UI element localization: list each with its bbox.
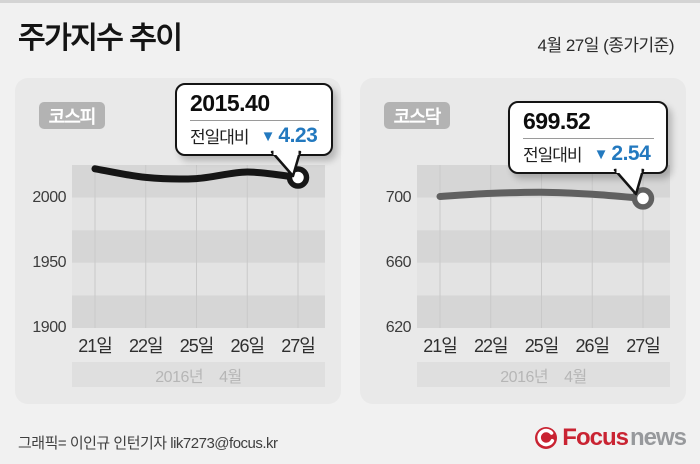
kospi-badge: 코스피 (39, 102, 105, 129)
trend-line (436, 188, 647, 202)
x-tick-label: 27일 (281, 336, 316, 356)
y-tick-label: 1900 (32, 319, 66, 336)
x-tick-label: 25일 (179, 336, 215, 356)
month-label: 4월 (564, 368, 587, 386)
grid-band (72, 230, 325, 263)
callout-divider (190, 120, 319, 121)
focus-swirl-icon (535, 427, 558, 449)
kosdaq-change-value: 2.54 (611, 141, 651, 165)
year-label: 2016년 (500, 368, 549, 386)
year-label: 2016년 (155, 368, 204, 386)
callout-tail (613, 168, 645, 196)
focusnews-logo: Focus news (534, 424, 687, 452)
y-tick-label: 620 (385, 319, 412, 336)
y-tick-label: 660 (385, 253, 412, 271)
page-title: 주가지수 추이 (18, 22, 183, 55)
grid-band (72, 197, 325, 231)
kospi-change-value: 4.23 (278, 123, 318, 147)
callout-tail (270, 150, 302, 178)
kospi-callout: 2015.40 전일대비 ▼ 4.23 (175, 83, 333, 178)
x-tick-label: 26일 (230, 336, 265, 356)
change-label: 전일대비 (190, 128, 250, 147)
grid-band (417, 295, 670, 328)
kosdaq-month-band: 2016년 4월 (417, 362, 670, 387)
grid-band (417, 230, 670, 263)
logo-brand-text: Focus (562, 424, 629, 451)
kosdaq-panel: 코스닥 2016년 4월 699.52 전일대비 ▼ 2.54 700 660 62… (360, 78, 686, 404)
kospi-panel: 코스피 2016년 4월 2015.40 전일대비 ▼ 4.23 2000 195… (15, 78, 341, 404)
x-tick-label: 27일 (626, 336, 661, 356)
kospi-close-value: 2015.40 (190, 90, 270, 116)
x-tick-label: 22일 (128, 336, 164, 356)
change-label: 전일대비 (523, 146, 583, 165)
grid-band (72, 262, 325, 296)
kospi-month-band: 2016년 4월 (72, 362, 325, 387)
x-tick-label: 21일 (423, 336, 458, 356)
x-tick-label: 22일 (473, 336, 509, 356)
grid-band (417, 197, 670, 231)
logo-suffix-text: news (629, 424, 687, 451)
y-tick-label: 700 (385, 188, 412, 206)
kosdaq-callout: 699.52 전일대비 ▼ 2.54 (508, 101, 668, 196)
y-tick-label: 1950 (32, 253, 66, 271)
grid-band (417, 262, 670, 296)
x-tick-label: 25일 (524, 336, 560, 356)
credit-text: 그래픽= 이인규 인턴기자 lik7273@focus.kr (18, 435, 278, 452)
kospi-chart (72, 165, 325, 328)
callout-divider (523, 138, 654, 139)
kosdaq-close-value: 699.52 (523, 108, 591, 134)
month-label: 4월 (219, 368, 242, 386)
x-tick-label: 21일 (78, 336, 113, 356)
x-tick-label: 26일 (575, 336, 610, 356)
grid-band (72, 295, 325, 328)
down-triangle-icon: ▼ (593, 145, 609, 163)
y-tick-label: 2000 (32, 188, 66, 206)
kosdaq-badge: 코스닥 (384, 102, 450, 129)
trend-line (91, 165, 302, 183)
date-note: 4월 27일 (종가기준) (537, 36, 675, 55)
down-triangle-icon: ▼ (260, 127, 276, 145)
top-border (0, 0, 700, 3)
end-marker (631, 187, 655, 210)
